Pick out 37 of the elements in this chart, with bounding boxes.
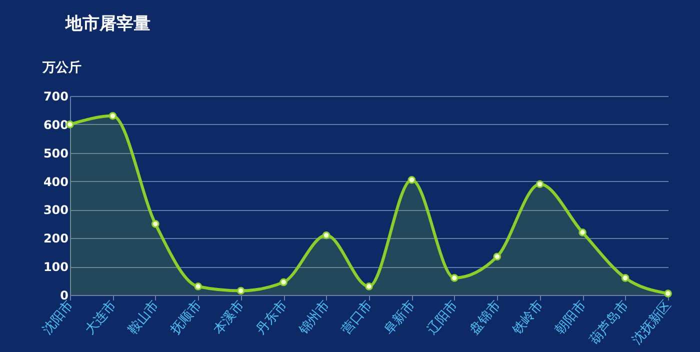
point bbox=[365, 282, 373, 290]
x-tick-label: 阜新市 bbox=[382, 298, 418, 338]
point bbox=[621, 274, 630, 282]
x-tick-label: 朝阳市 bbox=[552, 298, 590, 338]
x-tick-label: 盘锦市 bbox=[467, 298, 504, 338]
x-tick-label: 本溪市 bbox=[210, 298, 248, 338]
y-tick-label: 500 bbox=[43, 146, 68, 160]
point bbox=[493, 252, 502, 261]
y-tick-label: 600 bbox=[43, 118, 68, 132]
point bbox=[450, 274, 458, 282]
point bbox=[280, 278, 288, 286]
y-tick-label: 400 bbox=[43, 174, 68, 189]
point bbox=[408, 176, 416, 184]
x-tick-label: 丹东市 bbox=[254, 298, 290, 338]
x-tick-label: 大连市 bbox=[82, 298, 120, 338]
point bbox=[236, 286, 245, 295]
y-axis-title: 万公斤 bbox=[42, 60, 82, 76]
x-tick-label: 沈抚新区 bbox=[630, 298, 675, 348]
x-tick-label: 营口市 bbox=[339, 298, 376, 338]
chart-title: 地市屠宰量 bbox=[64, 14, 150, 34]
x-tick-label: 抚顺市 bbox=[168, 298, 205, 338]
y-tick-label: 100 bbox=[43, 260, 68, 274]
point bbox=[152, 220, 160, 228]
y-tick-label: 200 bbox=[43, 232, 68, 246]
y-tick-label: 700 bbox=[43, 90, 68, 104]
x-tick-label: 鞍山市 bbox=[126, 298, 162, 338]
x-tick-label: 葫芦岛市 bbox=[587, 298, 632, 348]
point bbox=[536, 180, 544, 188]
x-tick-label: 锦州市 bbox=[296, 298, 333, 338]
point bbox=[194, 282, 202, 290]
y-tick-label: 300 bbox=[43, 203, 68, 218]
x-tick-label: 铁岭市 bbox=[509, 298, 546, 338]
point bbox=[322, 231, 330, 240]
point bbox=[664, 290, 672, 298]
point bbox=[108, 112, 117, 120]
point bbox=[578, 228, 586, 236]
x-tick-label: 辽阳市 bbox=[424, 298, 462, 338]
